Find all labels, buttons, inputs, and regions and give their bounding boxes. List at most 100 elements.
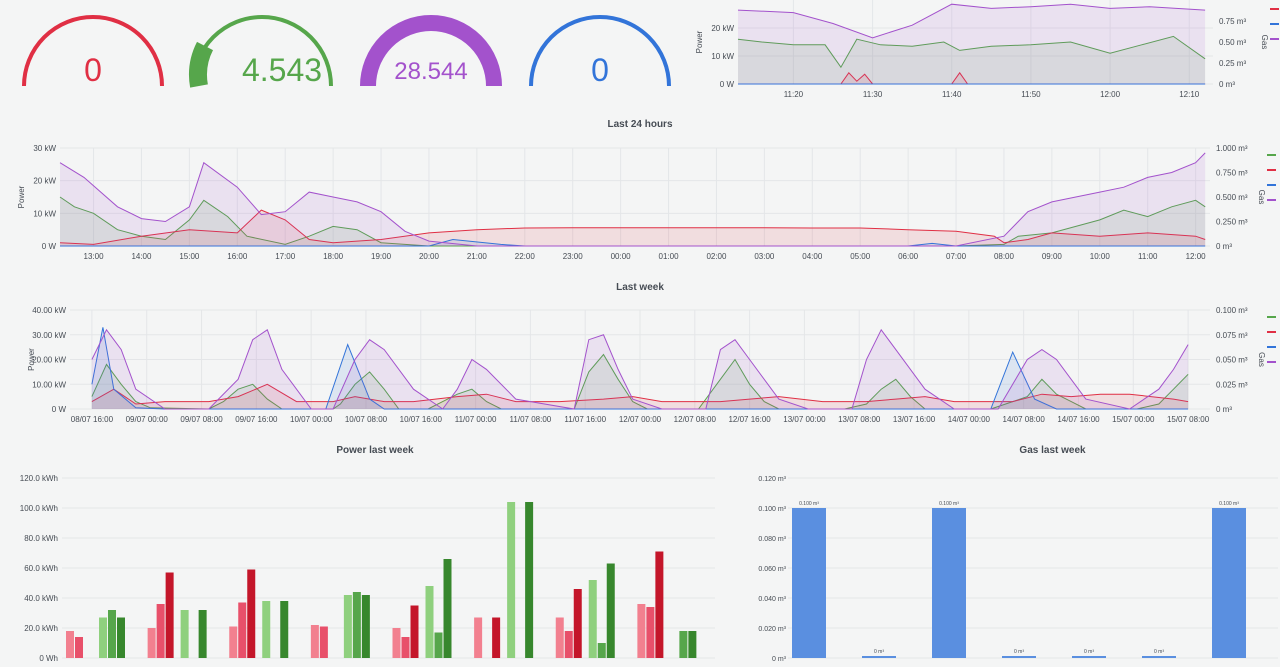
bar <box>564 631 573 658</box>
x-tick-label: 11:50 <box>1021 90 1041 99</box>
x-tick-label: 00:00 <box>611 252 632 261</box>
series-line <box>737 35 1206 69</box>
series-area <box>738 4 1206 85</box>
y2-tick-label: 0.75 m³ <box>1219 17 1246 26</box>
legend-swatch <box>1267 346 1276 348</box>
bar <box>147 628 156 658</box>
y-tick-label: 30 kW <box>33 144 56 153</box>
x-tick-label: 14/07 00:00 <box>948 415 991 424</box>
x-tick-label: 11:40 <box>942 90 962 99</box>
x-tick-label: 21:00 <box>467 252 488 261</box>
series-line <box>738 71 1206 85</box>
gauge-value: 28.544 <box>394 58 468 85</box>
bar <box>688 631 697 658</box>
y-tick-label: 120.0 kWh <box>20 474 58 483</box>
y-tick-label: 0 Wh <box>39 654 58 662</box>
bar <box>1142 656 1176 658</box>
bar <box>198 610 207 658</box>
x-tick-label: 14/07 08:00 <box>1003 415 1046 424</box>
chart-gas-last-week: Gas last week 0 m³ 0.020 m³ 0.040 m³ 0.060 … <box>730 442 1280 663</box>
series-line <box>91 327 1189 410</box>
bar <box>361 595 370 658</box>
y2-tick-label: 0.50 m³ <box>1219 38 1246 47</box>
y2-tick-label: 0 m³ <box>1219 80 1235 89</box>
chart-last-week: Last week 0 W 10.00 kW 20.00 kW 30.00 kW 40.… <box>0 279 1280 429</box>
x-tick-label: 19:00 <box>371 252 392 261</box>
series-area <box>738 36 1206 84</box>
chart-svg: 0 Wh 20.0 kWh 40.0 kWh 60.0 kWh 80.0 kWh 100.… <box>20 474 715 663</box>
legend-swatch <box>1267 169 1276 171</box>
gauge-arc <box>360 15 502 87</box>
x-tick-label: 11:00 <box>1138 252 1158 261</box>
x-tick-label: 11/07 16:00 <box>564 415 606 424</box>
y2-axis-label: Gas <box>1260 35 1269 50</box>
y2-tick-label: 0.100 m³ <box>1216 306 1248 315</box>
y-tick-label: 60.0 kWh <box>24 564 58 573</box>
data-label: 0.100 m³ <box>799 501 819 507</box>
legend-swatch <box>1267 154 1276 156</box>
x-tick-label: 11:20 <box>784 90 804 99</box>
bar <box>679 631 688 658</box>
chart-title: Gas last week <box>1019 445 1086 456</box>
x-tick-label: 12/07 16:00 <box>728 415 771 424</box>
gauge-arc <box>22 15 164 87</box>
y-tick-label: 0.120 m³ <box>758 476 786 483</box>
gauge-value: 0 <box>84 52 102 88</box>
bar <box>343 595 352 658</box>
bar <box>310 625 319 658</box>
bar <box>555 617 564 658</box>
legend-swatch <box>1267 184 1276 186</box>
y2-tick-label: 0.500 m³ <box>1216 193 1248 202</box>
chart-last-hour: 0 W 10 kW 20 kW 0 m³ 0.25 m³ 0.50 m³ 0.75 m³ Po… <box>690 0 1280 105</box>
x-tick-label: 12/07 08:00 <box>674 415 717 424</box>
x-tick-label: 13/07 00:00 <box>783 415 826 424</box>
y2-tick-label: 0.25 m³ <box>1219 59 1246 68</box>
y-tick-label: 0.080 m³ <box>758 536 786 543</box>
bar <box>588 580 597 658</box>
x-tick-label: 08:00 <box>994 252 1015 261</box>
x-tick-label: 02:00 <box>706 252 727 261</box>
bar <box>507 502 516 658</box>
y-tick-label: 40.00 kW <box>32 306 66 315</box>
chart-svg: 0 W 10 kW 20 kW 0 m³ 0.25 m³ 0.50 m³ 0.75 m³ Po… <box>695 0 1279 99</box>
y-tick-label: 0.040 m³ <box>758 596 786 603</box>
x-tick-label: 20:00 <box>419 252 440 261</box>
y2-tick-label: 0.025 m³ <box>1216 380 1248 389</box>
gauge-arc <box>189 15 333 88</box>
y-tick-label: 0 W <box>52 405 67 414</box>
y2-axis-label: Gas <box>1257 190 1266 205</box>
gauge-value: 0 <box>591 52 609 88</box>
gauge-power-return: 0 <box>18 0 168 100</box>
chart-svg: 0 W 10.00 kW 20.00 kW 30.00 kW 40.00 kW 0 m³ 0… <box>27 306 1276 424</box>
x-tick-label: 12:00 <box>1100 90 1121 99</box>
series-line <box>91 328 1189 410</box>
y2-tick-label: 0.050 m³ <box>1216 356 1248 365</box>
bar <box>425 586 434 658</box>
bar <box>932 508 966 658</box>
bar <box>434 632 443 658</box>
y2-tick-label: 0.075 m³ <box>1216 331 1248 340</box>
y-tick-label: 10 kW <box>33 209 56 218</box>
bar <box>443 559 452 658</box>
x-tick-label: 18:00 <box>323 252 344 261</box>
gauge-power-usage: 4.543 <box>187 0 337 100</box>
x-tick-label: 09/07 08:00 <box>180 415 223 424</box>
bar <box>262 601 271 658</box>
bar <box>606 563 615 658</box>
y-tick-label: 20.0 kWh <box>24 624 58 633</box>
bar <box>862 656 896 658</box>
y-tick-label: 80.0 kWh <box>24 534 58 543</box>
y2-tick-label: 0.250 m³ <box>1216 218 1248 227</box>
legend-swatch <box>1267 361 1276 363</box>
bar <box>792 508 826 658</box>
bar <box>75 637 83 658</box>
x-tick-label: 13:00 <box>84 252 105 261</box>
data-label: 0 m³ <box>1084 649 1094 655</box>
series-area <box>60 152 1206 246</box>
chart-title: Last 24 hours <box>607 119 673 130</box>
x-tick-label: 17:00 <box>275 252 296 261</box>
x-tick-label: 09/07 00:00 <box>126 415 169 424</box>
bar <box>156 604 165 658</box>
gauge-gas: 28.544 <box>356 0 506 100</box>
x-tick-label: 10/07 00:00 <box>290 415 333 424</box>
